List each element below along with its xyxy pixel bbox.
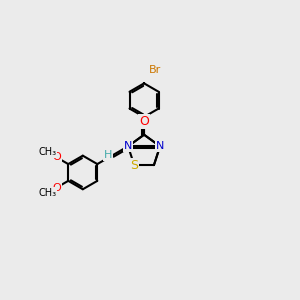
Text: N: N xyxy=(156,141,164,151)
Text: O: O xyxy=(52,183,61,193)
Text: CH₃: CH₃ xyxy=(38,188,57,198)
Text: N: N xyxy=(156,141,164,151)
Text: CH₃: CH₃ xyxy=(38,147,57,157)
Text: S: S xyxy=(130,159,138,172)
Text: N: N xyxy=(124,141,132,151)
Text: Br: Br xyxy=(149,65,161,75)
Text: O: O xyxy=(139,115,149,128)
Text: H: H xyxy=(104,150,112,160)
Text: O: O xyxy=(52,152,61,162)
